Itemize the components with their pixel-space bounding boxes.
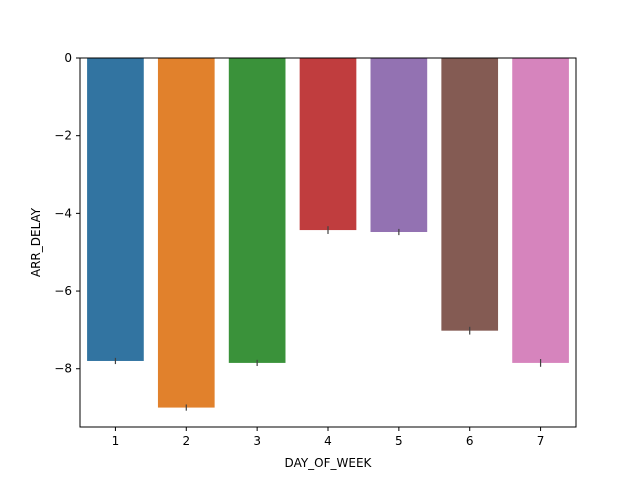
- x-tick-label: 7: [537, 434, 545, 448]
- bar-day-2: [157, 58, 215, 408]
- bar-day-5: [370, 58, 428, 233]
- bar-day-1: [87, 58, 144, 361]
- y-tick-label: 0: [64, 51, 72, 65]
- x-tick-label: 5: [395, 434, 403, 448]
- x-tick-label: 6: [466, 434, 474, 448]
- y-tick-label: −2: [54, 129, 72, 143]
- bar-day-3: [228, 58, 286, 363]
- bars-layer: [87, 58, 569, 408]
- y-tick-label: −4: [54, 206, 72, 220]
- bar-day-4: [299, 58, 357, 231]
- bar-day-7: [512, 58, 569, 363]
- x-tick-label: 2: [182, 434, 190, 448]
- error-bars-layer: [114, 226, 542, 411]
- y-axis-ticks: 0 −2 −4 −6 −8: [54, 51, 80, 376]
- x-tick-label: 3: [253, 434, 261, 448]
- y-tick-label: −8: [54, 362, 72, 376]
- bar-day-6: [441, 58, 499, 331]
- x-tick-label: 1: [112, 434, 120, 448]
- x-axis-ticks: 1 2 3 4 5 6 7: [112, 427, 545, 448]
- x-tick-label: 4: [324, 434, 332, 448]
- y-axis-label: ARR_DELAY: [29, 207, 43, 277]
- x-axis-label: DAY_OF_WEEK: [285, 456, 373, 470]
- y-tick-label: −6: [54, 284, 72, 298]
